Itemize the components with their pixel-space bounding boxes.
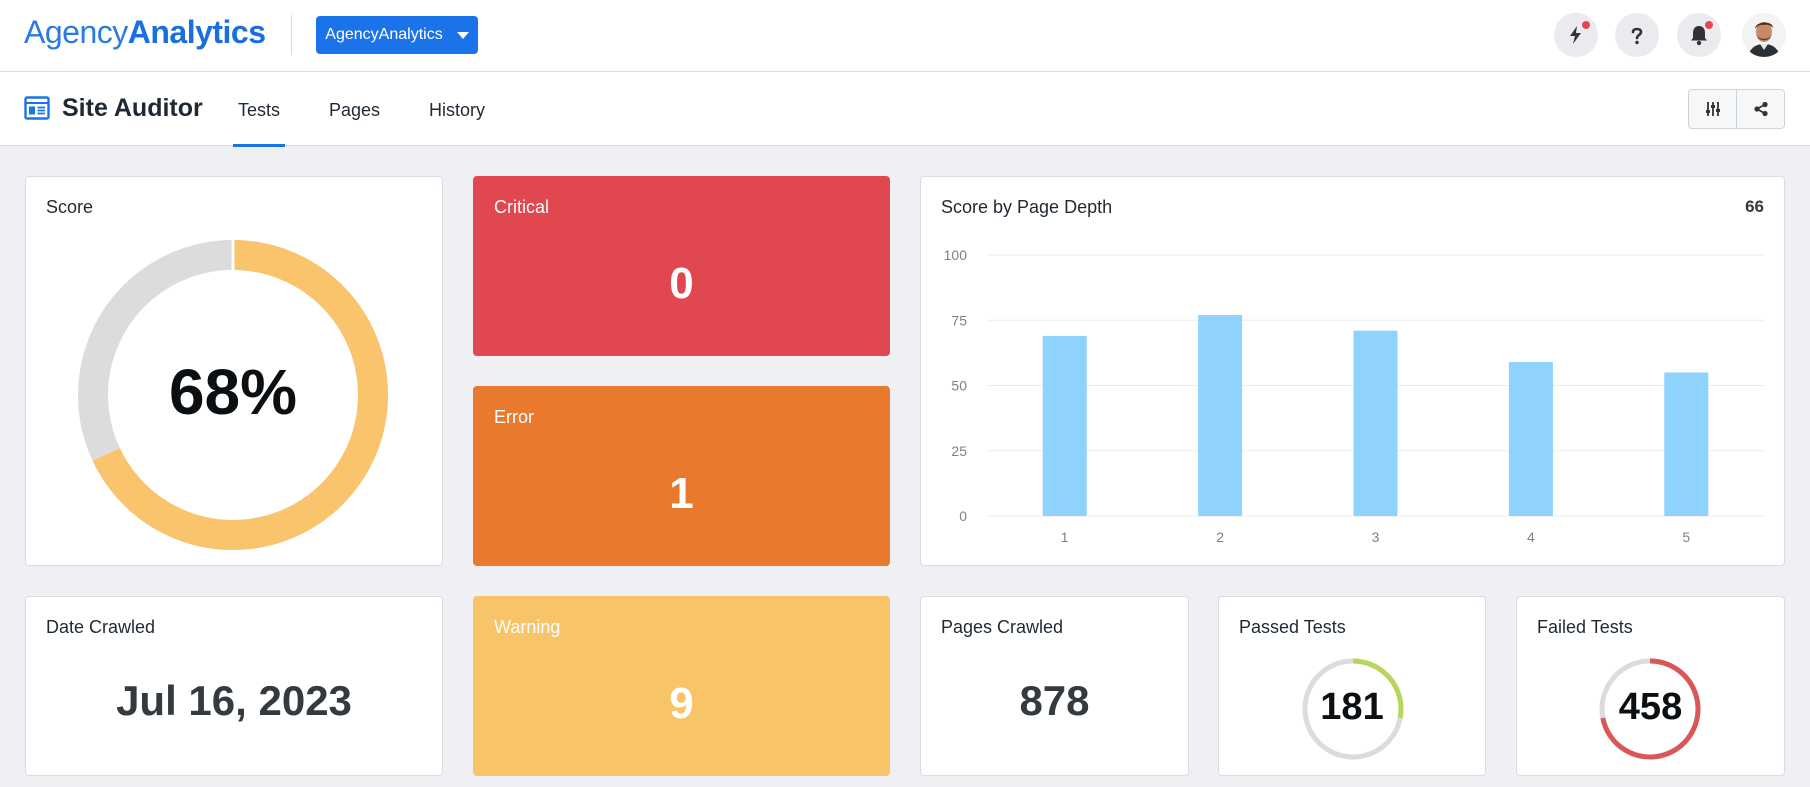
sliders-icon xyxy=(1705,102,1720,116)
tab-pages[interactable]: Pages xyxy=(329,100,381,120)
date-crawled-title: Date Crawled xyxy=(46,617,156,637)
warning-count: 9 xyxy=(669,679,694,728)
x-tick-label: 1 xyxy=(1061,529,1069,545)
top-navigation-bar: AgencyAnalytics AgencyAnalytics xyxy=(0,0,1810,72)
agency-analytics-logo[interactable]: AgencyAnalytics xyxy=(24,12,266,52)
failed-tests-card[interactable]: Failed Tests 458 xyxy=(1516,596,1785,776)
site-auditor-icon xyxy=(24,96,50,120)
failed-tests-value: 458 xyxy=(1618,686,1683,728)
failed-tests-title: Failed Tests xyxy=(1537,617,1633,637)
logo-text-bold: Analytics xyxy=(127,14,266,50)
tab-history[interactable]: History xyxy=(429,100,486,120)
caret-down-icon xyxy=(456,31,469,39)
page-depth-chart-total: 66 xyxy=(1745,197,1764,216)
y-tick-label: 0 xyxy=(959,508,967,524)
page-header: Site Auditor Tests Pages History xyxy=(0,72,1810,147)
user-avatar[interactable] xyxy=(1742,13,1786,57)
chart-bar[interactable] xyxy=(1664,372,1709,516)
critical-card-title: Critical xyxy=(494,197,550,217)
score-value: 68% xyxy=(168,356,298,428)
chart-bar[interactable] xyxy=(1353,330,1398,516)
account-switcher-label: AgencyAnalytics xyxy=(325,26,443,43)
ring-arc xyxy=(1352,658,1404,719)
user-avatar-image xyxy=(1742,13,1786,57)
whats-new-button[interactable] xyxy=(1554,13,1598,57)
pages-crawled-card: Pages Crawled 878 xyxy=(920,596,1189,776)
chart-bar[interactable] xyxy=(1198,315,1243,516)
passed-tests-value: 181 xyxy=(1320,686,1384,728)
tab-tests[interactable]: Tests xyxy=(232,100,286,147)
y-tick-label: 100 xyxy=(944,247,968,263)
y-tick-label: 25 xyxy=(951,443,967,459)
warning-card[interactable]: Warning 9 xyxy=(473,596,890,776)
page-title: Site Auditor xyxy=(62,94,203,122)
bell-icon xyxy=(1691,26,1707,46)
x-tick-label: 2 xyxy=(1216,529,1224,545)
critical-count: 0 xyxy=(669,259,694,308)
notifications-button[interactable] xyxy=(1677,13,1721,57)
passed-tests-card[interactable]: Passed Tests 181 xyxy=(1218,596,1486,776)
help-button[interactable] xyxy=(1615,13,1659,57)
page-depth-bar-chart: 100 75 50 25 0 1 2 3 4 5 xyxy=(944,247,1764,545)
date-crawled-value: Jul 16, 2023 xyxy=(116,677,352,724)
pages-crawled-value: 878 xyxy=(1019,677,1090,724)
score-donut-arc xyxy=(92,240,388,550)
error-card[interactable]: Error 1 xyxy=(473,386,890,566)
page-depth-chart-card: Score by Page Depth 66 100 75 50 25 0 1 2 3 4 5 xyxy=(920,176,1785,566)
lightning-icon xyxy=(1570,26,1581,44)
header-tools xyxy=(1688,89,1785,129)
warning-card-title: Warning xyxy=(494,617,561,637)
y-tick-label: 75 xyxy=(951,312,967,328)
x-tick-label: 4 xyxy=(1527,529,1535,545)
share-button[interactable] xyxy=(1736,90,1784,128)
chart-bar[interactable] xyxy=(1042,335,1087,516)
x-tick-label: 5 xyxy=(1682,529,1690,545)
customize-button[interactable] xyxy=(1689,90,1736,128)
pages-crawled-title: Pages Crawled xyxy=(941,617,1064,637)
ring-arc xyxy=(1600,658,1701,760)
error-count: 1 xyxy=(669,469,694,518)
score-donut-chart xyxy=(78,239,388,550)
notification-dot xyxy=(1705,21,1713,29)
passed-tests-title: Passed Tests xyxy=(1239,617,1346,637)
header-divider xyxy=(291,15,292,55)
date-crawled-card: Date Crawled Jul 16, 2023 xyxy=(25,596,443,776)
score-card-title: Score xyxy=(46,197,94,217)
y-tick-label: 50 xyxy=(951,378,967,394)
critical-card[interactable]: Critical 0 xyxy=(473,176,890,356)
score-card: Score 68% xyxy=(25,176,443,566)
error-card-title: Error xyxy=(494,407,534,427)
logo-text-light: Agency xyxy=(24,14,128,50)
share-icon xyxy=(1753,101,1768,117)
notification-dot xyxy=(1582,21,1590,29)
account-switcher-button[interactable]: AgencyAnalytics xyxy=(316,16,478,54)
help-icon xyxy=(1631,27,1643,45)
page-depth-chart-title: Score by Page Depth xyxy=(941,197,1113,217)
chart-bar[interactable] xyxy=(1508,362,1553,516)
passed-tests-ring xyxy=(1302,658,1404,760)
x-tick-label: 3 xyxy=(1372,529,1380,545)
failed-tests-ring xyxy=(1599,658,1701,760)
